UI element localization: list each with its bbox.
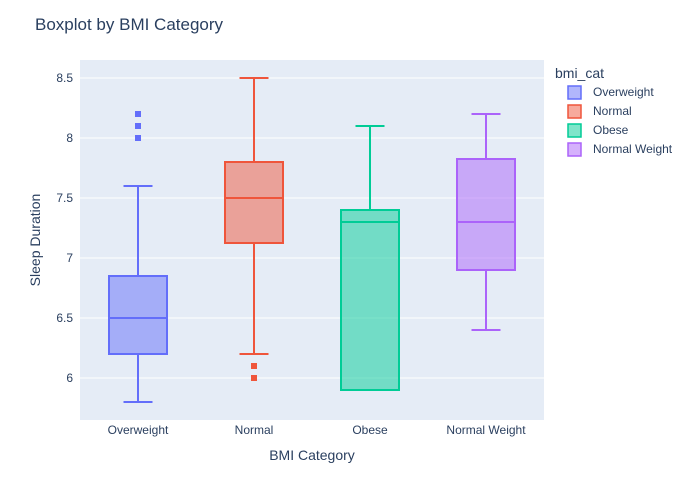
legend-label: Normal Weight [593,142,673,156]
y-tick-label: 7 [66,251,73,265]
legend-title: bmi_cat [555,65,604,81]
legend-swatch [567,85,582,100]
legend-item[interactable]: Overweight [567,85,654,100]
outlier-point [135,111,141,117]
y-tick-label: 8.5 [56,71,73,85]
box-normal-weight [456,113,516,331]
iqr-box [456,158,516,271]
x-tick-label: Normal Weight [446,423,526,437]
x-tick-label: Overweight [108,423,169,437]
x-tick-labels: Overweight Normal Obese Normal Weight [108,423,527,437]
legend-item[interactable]: Normal [567,104,632,119]
x-tick-label: Normal [235,423,274,437]
outlier-point [135,135,141,141]
boxes [108,77,516,403]
y-tick-labels: 6 6.5 7 7.5 8 8.5 [56,71,73,385]
y-tick-label: 6 [66,371,73,385]
outlier-point [251,363,257,369]
outlier-point [251,375,257,381]
chart-title: Boxplot by BMI Category [35,15,224,34]
legend[interactable]: Overweight Normal Obese Normal Weight [567,85,673,157]
legend-swatch [567,123,582,138]
legend-swatch [567,142,582,157]
box-obese [340,125,400,391]
legend-swatch [567,104,582,119]
legend-label: Obese [593,123,629,137]
box-normal [224,77,284,381]
box-overweight [108,111,168,403]
outlier-point [135,123,141,129]
legend-label: Normal [593,104,632,118]
y-axis-label: Sleep Duration [27,194,43,287]
y-tick-label: 7.5 [56,191,73,205]
y-tick-label: 6.5 [56,311,73,325]
legend-label: Overweight [593,85,654,99]
x-axis-label: BMI Category [269,447,355,463]
iqr-box [340,209,400,391]
legend-item[interactable]: Obese [567,123,629,138]
x-tick-label: Obese [352,423,388,437]
iqr-box [108,275,168,355]
legend-item[interactable]: Normal Weight [567,142,673,157]
iqr-box [224,161,284,244]
y-tick-label: 8 [66,131,73,145]
